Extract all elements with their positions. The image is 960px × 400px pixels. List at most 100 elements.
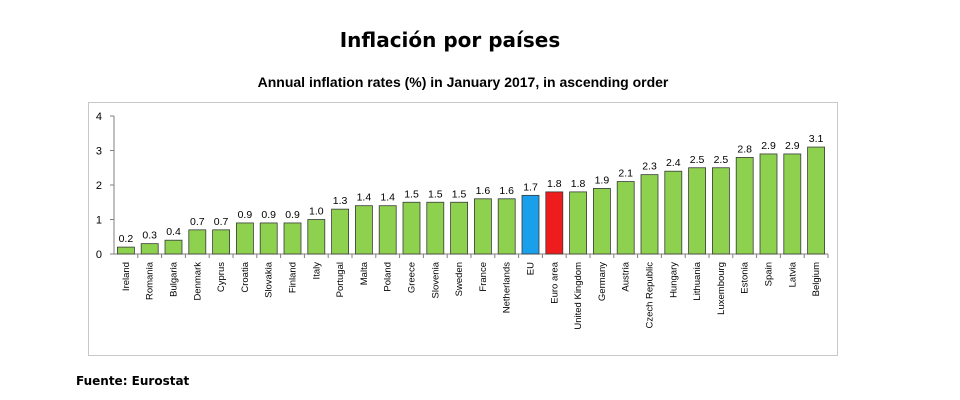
value-label: 1.5: [404, 188, 419, 200]
value-label: 1.6: [499, 185, 514, 197]
x-tick-label: Finland: [288, 262, 299, 293]
bar-lithuania: [688, 167, 706, 255]
x-tick-label: Poland: [383, 262, 394, 292]
value-label: 2.4: [666, 157, 681, 169]
value-label: 1.5: [428, 188, 443, 200]
value-label: 1.8: [547, 178, 562, 190]
bar-malta: [354, 205, 373, 255]
y-tick-label: 4: [96, 111, 102, 123]
value-label: 1.6: [476, 185, 491, 197]
bar-bulgaria: [164, 239, 183, 255]
x-tick-label: Portugal: [335, 262, 346, 297]
value-label: 2.5: [714, 154, 729, 166]
bar-greece: [402, 201, 421, 255]
x-tick-label: Croatia: [240, 261, 251, 292]
x-tick-label: Euro area: [549, 261, 560, 303]
bar-euro-area: [545, 191, 564, 255]
bar-netherlands: [497, 198, 516, 255]
value-label: 2.3: [642, 161, 657, 173]
value-label: 0.3: [142, 230, 157, 242]
x-tick-label: Czech Republic: [645, 262, 656, 329]
value-label: 3.1: [809, 133, 824, 145]
bar-portugal: [331, 208, 350, 255]
bar-poland: [378, 205, 397, 255]
bar-sweden: [450, 201, 469, 255]
value-label: 0.9: [238, 209, 253, 221]
bar-france: [473, 198, 492, 255]
y-tick-label: 0: [96, 249, 102, 261]
value-label: 1.9: [595, 174, 610, 186]
chart-frame: [88, 102, 838, 356]
value-label: 1.5: [452, 188, 467, 200]
bar-luxembourg: [712, 167, 730, 255]
bar-hungary: [664, 170, 683, 255]
value-label: 2.9: [761, 140, 776, 152]
bar-slovakia: [259, 222, 278, 255]
bar-czech-republic: [640, 174, 659, 255]
value-label: 0.7: [214, 216, 229, 228]
x-tick-label: Latvia: [787, 261, 798, 287]
bar-austria: [616, 181, 635, 255]
value-label: 2.5: [690, 154, 705, 166]
value-label: 1.3: [333, 195, 348, 207]
y-tick-label: 2: [96, 180, 102, 192]
x-tick-label: Cyprus: [216, 262, 227, 292]
x-tick-label: Malta: [359, 261, 370, 285]
bar-denmark: [188, 229, 207, 255]
bar-ireland: [117, 246, 135, 255]
bar-italy: [307, 219, 326, 255]
source-note: Fuente: Eurostat: [76, 374, 190, 388]
value-label: 2.8: [737, 143, 752, 155]
value-label: 1.8: [571, 178, 586, 190]
bar-belgium: [807, 146, 825, 255]
bar-united-kingdom: [569, 191, 587, 255]
x-tick-label: EU: [526, 262, 537, 275]
x-tick-label: Slovakia: [264, 261, 275, 298]
bar-estonia: [735, 156, 754, 255]
x-tick-label: Netherlands: [502, 262, 513, 313]
x-tick-label: Austria: [621, 261, 632, 291]
bar-romania: [140, 243, 159, 255]
x-tick-label: Romania: [145, 261, 156, 300]
bar-slovenia: [426, 201, 445, 255]
value-label: 0.2: [119, 233, 134, 245]
x-tick-label: Denmark: [192, 262, 203, 301]
x-tick-label: Germany: [597, 262, 608, 301]
x-tick-label: Sweden: [454, 262, 465, 296]
x-tick-label: Ireland: [121, 262, 132, 291]
x-tick-label: Lithuania: [692, 261, 703, 300]
x-tick-label: Hungary: [668, 262, 679, 298]
value-label: 1.7: [523, 181, 538, 193]
x-tick-label: Spain: [764, 262, 775, 286]
value-label: 2.1: [618, 168, 633, 180]
value-label: 1.4: [357, 192, 372, 204]
bar-eu: [521, 194, 540, 255]
value-label: 1.0: [309, 206, 324, 218]
bar-latvia: [783, 153, 802, 255]
x-tick-label: Estonia: [740, 261, 751, 293]
value-label: 0.9: [261, 209, 276, 221]
bar-croatia: [235, 222, 254, 255]
value-label: 0.7: [190, 216, 205, 228]
value-label: 0.9: [285, 209, 300, 221]
x-tick-label: Italy: [311, 262, 322, 280]
x-tick-label: United Kingdom: [573, 262, 584, 330]
x-tick-label: Luxembourg: [716, 262, 727, 315]
bar-germany: [593, 188, 611, 255]
x-tick-label: Bulgaria: [169, 261, 180, 297]
x-tick-label: Belgium: [811, 262, 822, 296]
bar-cyprus: [212, 229, 231, 255]
page-title: Inflación por países: [339, 28, 561, 52]
bar-spain: [759, 153, 778, 255]
value-label: 2.9: [785, 140, 800, 152]
x-tick-label: France: [478, 262, 489, 292]
value-label: 1.4: [380, 192, 395, 204]
x-tick-label: Greece: [407, 262, 418, 293]
value-label: 0.4: [166, 226, 181, 238]
x-tick-label: Slovenia: [430, 261, 441, 298]
y-tick-label: 3: [96, 146, 102, 158]
y-tick-label: 1: [96, 215, 102, 227]
chart-title: Annual inflation rates (%) in January 20…: [257, 74, 669, 90]
bar-finland: [283, 222, 302, 255]
